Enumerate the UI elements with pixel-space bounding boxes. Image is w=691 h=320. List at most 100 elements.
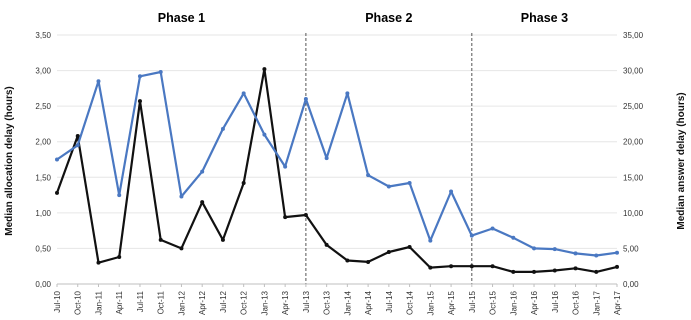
series-1-point [262, 67, 267, 72]
series-1-point [366, 259, 371, 264]
series-1-point [407, 245, 412, 250]
series-2-point [283, 164, 288, 169]
series-2-point [75, 143, 80, 148]
right-axis-title: Median answer delay (hours) [676, 92, 687, 229]
right-tick-label: 0,00 [623, 280, 639, 289]
series-2-point [386, 184, 391, 189]
left-tick-label: 0,00 [35, 280, 51, 289]
left-tick-label: 1,50 [35, 173, 51, 182]
phase-label: Phase 2 [365, 11, 412, 25]
x-tick-label: Jul-16 [551, 290, 560, 312]
series-1-point [137, 99, 142, 104]
series-1-point [283, 215, 288, 220]
series-2-point [262, 132, 267, 137]
series-1-point [241, 180, 246, 185]
right-tick-label: 20,00 [623, 138, 644, 147]
series-1-point [532, 269, 537, 274]
series-1-point [449, 264, 454, 269]
right-tick-label: 30,00 [623, 67, 644, 76]
x-tick-labels: Jul-10 Oct-10 Jan-11 Apr-11 Jul-11 Oct-11 Jan-… [53, 290, 622, 315]
phase-label: Phase 1 [158, 11, 205, 25]
x-tick-label: Apr-13 [281, 290, 290, 315]
series-1-point [303, 212, 308, 217]
left-axis-title: Median allocation delay (hours) [4, 86, 15, 235]
series-1-point [96, 260, 101, 265]
x-tick-label: Jan-16 [509, 290, 518, 315]
series-2-point [179, 194, 184, 199]
x-tick-label: Jul-11 [136, 290, 145, 312]
series-1-point [552, 268, 557, 273]
x-tick-label: Jul-12 [219, 290, 228, 312]
right-tick-label: 10,00 [623, 209, 644, 218]
series-layer [55, 67, 619, 274]
x-tick-label: Apr-14 [364, 290, 373, 315]
series-1-point [55, 190, 59, 195]
series-1-point [511, 269, 516, 274]
left-tick-label: 2,50 [35, 102, 51, 111]
series-1-point [179, 246, 184, 251]
x-tick-label: Oct-10 [74, 290, 83, 315]
series-1-point [428, 265, 433, 270]
series-2-point [200, 169, 205, 174]
series-2-point [55, 157, 59, 162]
x-tick-label: Jul-10 [53, 290, 62, 312]
series-1-point [117, 254, 122, 259]
series-1-point [158, 237, 163, 242]
series-2-point [407, 180, 412, 185]
left-tick-label: 3,50 [35, 31, 51, 40]
series-1-point [573, 266, 578, 271]
series-2-point [469, 233, 474, 238]
x-tick-label: Apr-16 [530, 290, 539, 315]
series-2-point [137, 74, 142, 79]
x-tick-label: Oct-16 [572, 290, 581, 315]
x-tick-label: Jan-17 [592, 290, 601, 315]
series-2-point [573, 251, 578, 256]
phase-label: Phase 3 [521, 11, 568, 25]
series-1-point [345, 258, 350, 263]
x-tick-label: Jan-12 [177, 290, 186, 315]
left-tick-label: 3,00 [35, 67, 51, 76]
x-tick-label: Jan-15 [426, 290, 435, 315]
x-tick-label: Jul-15 [468, 290, 477, 312]
x-tick-label: Oct-15 [489, 290, 498, 315]
series-2-point [96, 79, 101, 84]
right-y-tick-labels: 0,00 5,00 10,00 15,00 20,00 25,00 30,00 35,00 [623, 31, 644, 289]
x-tick-label: Apr-11 [115, 290, 124, 314]
series-1-point [75, 134, 80, 139]
series-1-point [200, 200, 205, 205]
x-tick-label: Oct-11 [157, 290, 166, 314]
series-2-point [532, 246, 537, 251]
series-2-point [345, 91, 350, 96]
right-tick-label: 5,00 [623, 244, 639, 253]
axes [56, 283, 618, 287]
series-2-point [449, 189, 454, 194]
series-line-1 [55, 67, 618, 273]
x-tick-label: Apr-17 [613, 290, 622, 315]
x-tick-label: Apr-15 [447, 290, 456, 315]
series-2-point [594, 253, 599, 258]
x-tick-label: Jul-13 [302, 290, 311, 312]
x-tick-label: Oct-12 [240, 290, 249, 315]
left-tick-label: 0,50 [35, 244, 51, 253]
phase-labels: Phase 1 Phase 2 Phase 3 [158, 11, 568, 25]
right-tick-label: 15,00 [623, 173, 644, 182]
series-2-point [552, 247, 557, 252]
x-tick-label: Jan-13 [260, 290, 269, 315]
x-tick-label: Apr-12 [198, 290, 207, 315]
right-tick-label: 35,00 [623, 31, 644, 40]
series-1-point [386, 249, 391, 254]
series-2-point [490, 226, 495, 231]
left-tick-label: 2,00 [35, 138, 51, 147]
series-2-point [366, 173, 371, 178]
series-2-point [241, 91, 246, 96]
series-2-point [220, 126, 225, 131]
series-2-point [303, 97, 308, 102]
series-2-point [158, 69, 163, 74]
series-1-point [615, 264, 619, 269]
series-1-point [490, 264, 495, 269]
left-y-tick-labels: 0,00 0,50 1,00 1,50 2,00 2,50 3,00 3,50 [35, 31, 51, 289]
series-line-2 [56, 70, 618, 257]
series-2-point [324, 156, 329, 161]
phase-divider-lines [305, 33, 473, 284]
